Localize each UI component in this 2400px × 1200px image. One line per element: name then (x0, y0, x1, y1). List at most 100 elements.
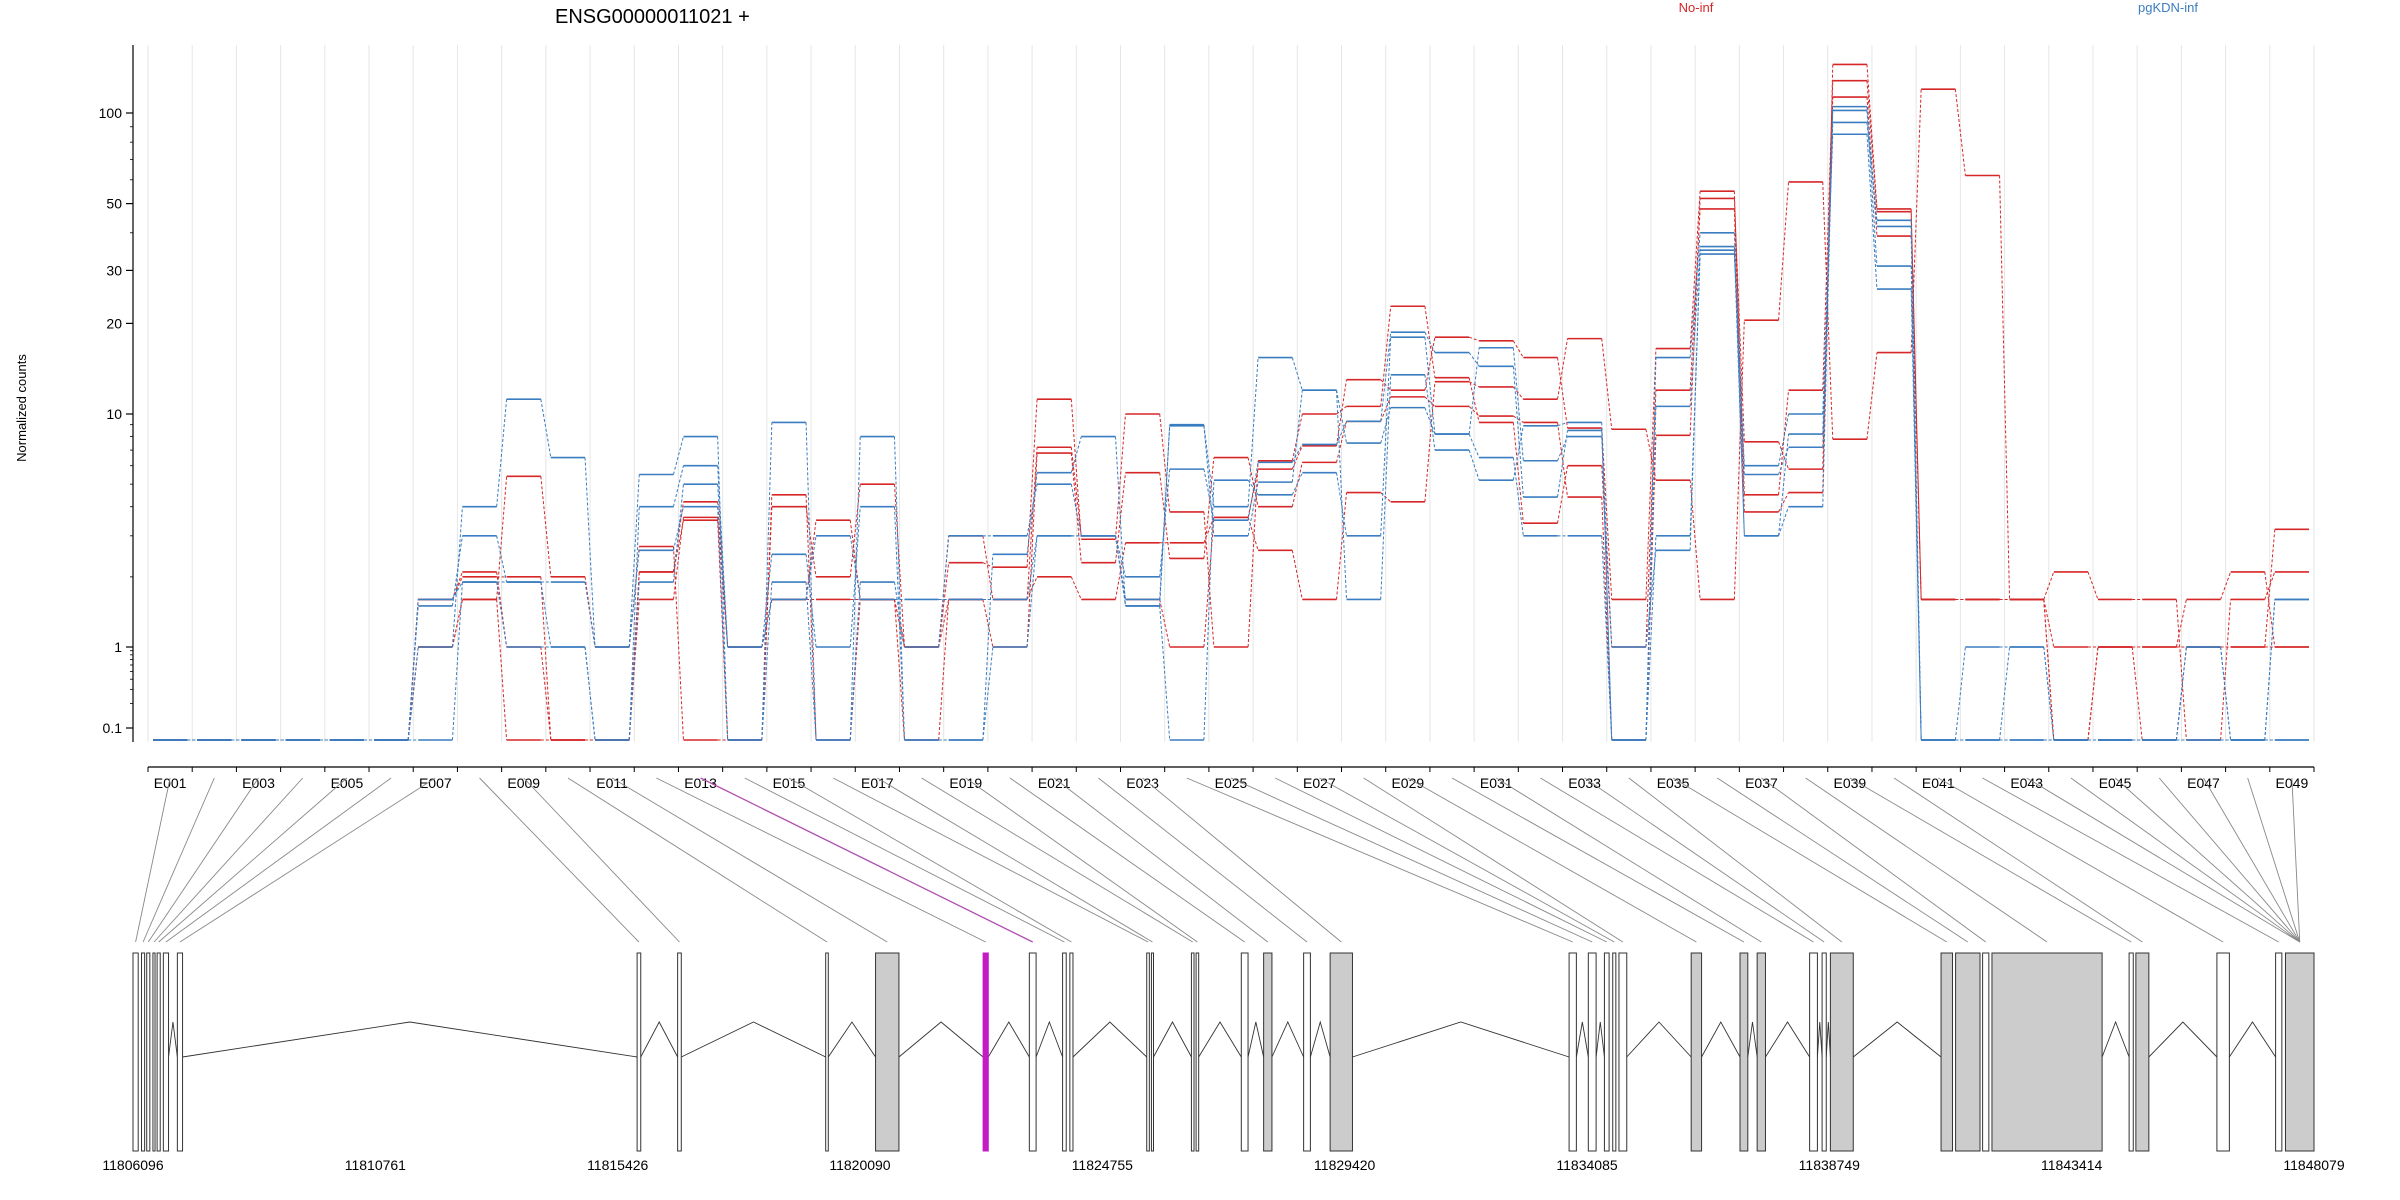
exon-connector-line (965, 777, 1198, 943)
exon-transition-mark (982, 535, 994, 600)
y-tick-label: 10 (106, 406, 122, 422)
series-lines (153, 63, 2309, 741)
exon-transition-mark (1866, 134, 1878, 290)
exon-transition-mark (893, 484, 905, 648)
exon-connector-line (1363, 777, 1624, 943)
intron-line (168, 1021, 178, 1058)
intron-line (898, 1021, 984, 1058)
exon-box (677, 952, 682, 1152)
exon-transition-mark (496, 581, 508, 648)
y-tick-label: 20 (106, 315, 122, 331)
exon-transition-mark (1689, 232, 1701, 358)
y-tick-label: 100 (99, 105, 123, 121)
x-tick-label: E013 (684, 775, 717, 791)
exon-transition-mark (1070, 484, 1082, 536)
exon-transition-mark (1512, 366, 1524, 498)
intron-line (2101, 1020, 2130, 1058)
genomic-position-label: 11810761 (345, 1157, 406, 1173)
exon-transition-mark (1645, 406, 1657, 741)
y-axis-label: Normalized counts (14, 354, 29, 462)
exon-transition-mark (1026, 452, 1038, 648)
exon-box (1991, 952, 2103, 1152)
exon-transition-mark (938, 599, 950, 648)
x-tick-label: E047 (2187, 775, 2220, 791)
exon-connector-line (142, 777, 215, 943)
exon-connector-line (1584, 777, 1825, 943)
x-tick-label: E011 (596, 775, 628, 791)
exon-transition-mark (1468, 377, 1480, 423)
exon-transition-mark (1336, 421, 1347, 463)
exon-connector-line (1805, 777, 2048, 943)
exon-transition-mark (1557, 357, 1569, 429)
x-tick-label: E045 (2099, 775, 2132, 791)
exon-connector-line (1053, 777, 1269, 943)
exon-transition-mark (1513, 415, 1524, 423)
series-pgkdn-inf (153, 133, 2309, 741)
exon-connector-line (158, 777, 348, 943)
exon-box (1690, 952, 1703, 1152)
exon-transition-mark (1733, 320, 1745, 600)
exon-transition-mark (1645, 390, 1657, 648)
intron-line (1626, 1021, 1692, 1058)
exon-box (2216, 952, 2230, 1152)
exon-transition-mark (1601, 436, 1613, 648)
exon-box (2275, 952, 2283, 1152)
genomic-position-label: 11829420 (1314, 1157, 1375, 1173)
exon-transition-mark (893, 506, 905, 741)
x-tick-label: E021 (1038, 775, 1071, 791)
exon-transition-mark (1954, 89, 1966, 176)
exon-transition-mark (1247, 479, 1259, 496)
exon-transition-mark (1866, 106, 1878, 227)
x-tick-label: E039 (1834, 775, 1867, 791)
chart-title: ENSG00000011021 + (555, 6, 750, 28)
exon-transition-mark (1380, 374, 1392, 600)
exon-transition-mark (1380, 337, 1392, 536)
exon-box (146, 952, 151, 1152)
exon-transition-mark (849, 599, 861, 741)
exon-box (1028, 952, 1037, 1152)
exon-box (1612, 952, 1617, 1152)
exon-transition-mark (451, 576, 463, 600)
exon-box (1829, 952, 1854, 1152)
exon-transition-mark (1601, 535, 1613, 741)
exon-transition-mark (1689, 250, 1701, 551)
exon-transition-mark (805, 520, 817, 600)
exon-transition-mark (982, 599, 994, 648)
exon-transition-mark (1247, 469, 1259, 518)
exon-transition-mark (1557, 436, 1568, 461)
intron-line (1575, 1021, 1589, 1058)
exon-transition-mark (1645, 550, 1657, 648)
x-tick-label: E009 (507, 775, 540, 791)
exon-transition-mark (1070, 576, 1082, 600)
exon-transition-mark (1910, 289, 1922, 741)
exon-transition-mark (1999, 175, 2011, 600)
exon-connector-line (1319, 777, 1615, 943)
exon-transition-mark (1512, 347, 1524, 461)
exon-transition-mark (982, 554, 994, 741)
intron-line (1747, 1021, 1758, 1058)
x-tick-label: E037 (1745, 775, 1778, 791)
exon-transition-mark (1026, 447, 1038, 600)
exon-transition-mark (1601, 338, 1613, 430)
exon-box (1587, 952, 1597, 1152)
exon-transition-mark (1291, 413, 1303, 461)
exon-transition-mark (1557, 422, 1569, 498)
x-tick-label: E041 (1922, 775, 1955, 791)
exon-box (1756, 952, 1766, 1152)
genomic-position-label: 11806096 (102, 1157, 163, 1173)
exon-transition-mark (1114, 535, 1126, 607)
exon-transition-mark (672, 517, 684, 600)
exon-box (1240, 952, 1249, 1152)
exon-box (636, 952, 642, 1152)
exon-transition-mark (849, 535, 861, 600)
exon-transition-mark (2043, 599, 2055, 648)
exon-connector-line (1982, 777, 2279, 943)
exon-transition-mark (1910, 266, 1922, 741)
intron-line (1153, 1021, 1192, 1058)
exon-transition-mark (1468, 347, 1480, 435)
exon-connector-line (2026, 777, 2300, 943)
grid-lines (147, 45, 2315, 742)
exon-transition-mark (1026, 535, 1038, 648)
x-tick-label: E033 (1568, 775, 1601, 791)
exon-transition-mark (1203, 469, 1215, 521)
